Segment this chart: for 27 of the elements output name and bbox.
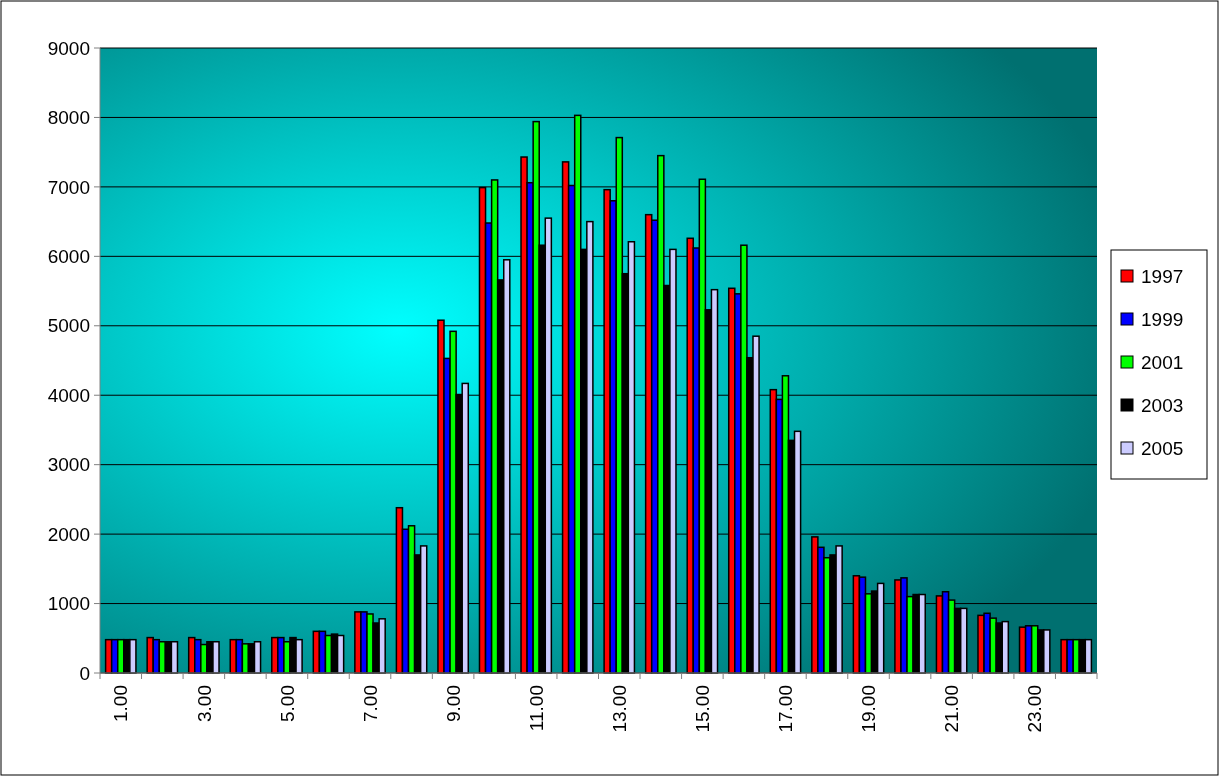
x-tick-label: 21.00 bbox=[941, 685, 963, 733]
legend-label: 2001 bbox=[1141, 351, 1184, 373]
y-tick-label: 3000 bbox=[47, 454, 90, 476]
y-tick-label: 2000 bbox=[47, 523, 90, 545]
x-tick-label: 19.00 bbox=[858, 685, 880, 733]
x-tick-label: 9.00 bbox=[442, 685, 464, 722]
y-tick-label: 7000 bbox=[47, 176, 90, 198]
x-tick-label: 15.00 bbox=[692, 685, 713, 733]
y-tick-label: 9000 bbox=[47, 37, 90, 59]
x-tick-label: 1.00 bbox=[110, 685, 132, 722]
x-tick-label: 17.00 bbox=[775, 685, 797, 733]
x-tick-label: 11.00 bbox=[525, 685, 547, 732]
x-tick-label: 3.00 bbox=[193, 685, 215, 722]
legend-label: 1997 bbox=[1141, 265, 1184, 287]
x-tick-label: 5.00 bbox=[276, 685, 298, 722]
y-tick-label: 4000 bbox=[47, 384, 90, 406]
x-tick-label: 7.00 bbox=[359, 685, 381, 722]
y-tick-label: 5000 bbox=[47, 315, 90, 337]
y-tick-label: 6000 bbox=[47, 245, 90, 267]
x-tick-label: 13.00 bbox=[608, 685, 630, 733]
y-tick-label: 0 bbox=[79, 662, 90, 684]
legend-label: 2003 bbox=[1141, 394, 1184, 416]
x-tick-label: 23.00 bbox=[1024, 685, 1046, 733]
legend-label: 2005 bbox=[1141, 437, 1184, 459]
y-tick-label: 1000 bbox=[47, 593, 90, 615]
legend-label: 1999 bbox=[1141, 308, 1184, 330]
y-tick-label: 8000 bbox=[47, 107, 90, 129]
